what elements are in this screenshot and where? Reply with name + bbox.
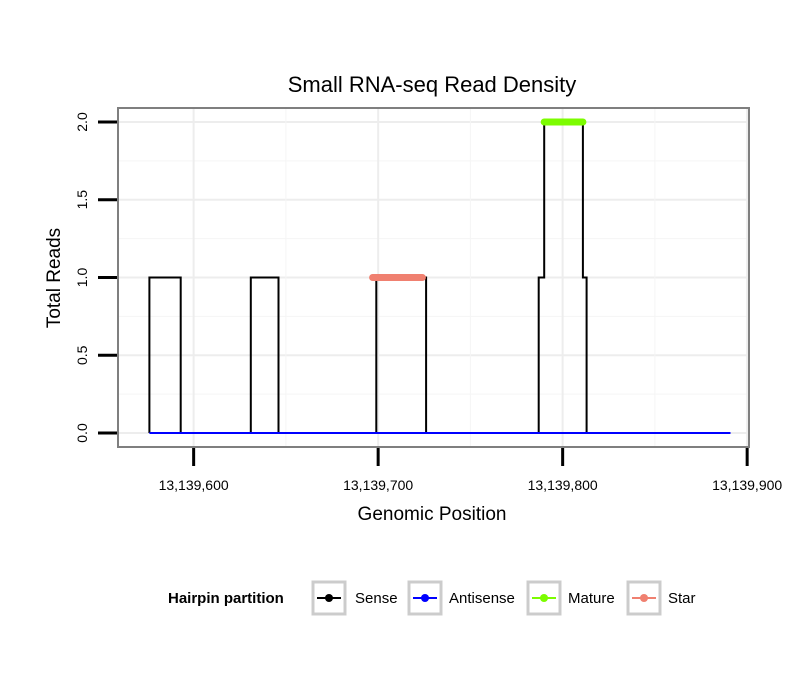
series-layer xyxy=(148,118,731,434)
y-tick-label: 0.0 xyxy=(74,423,90,443)
y-tick-label: 0.5 xyxy=(74,345,90,365)
legend-key-point xyxy=(540,594,548,602)
x-tick-label: 13,139,600 xyxy=(159,477,229,493)
legend-key-point xyxy=(421,594,429,602)
legend-label: Sense xyxy=(355,590,398,607)
legend-label: Mature xyxy=(568,590,615,607)
x-tick-label: 13,139,800 xyxy=(528,477,598,493)
y-tick-label: 1.5 xyxy=(74,190,90,210)
plot-panel-border xyxy=(117,107,750,448)
legend-key-point xyxy=(325,594,333,602)
legend: Hairpin partition Sense Antisense Mature St… xyxy=(168,580,696,616)
y-axis-title: Total Reads xyxy=(44,228,65,328)
x-tick-label: 13,139,900 xyxy=(712,477,782,493)
x-axis: 13,139,600 13,139,700 13,139,800 13,139,900 xyxy=(159,448,782,493)
legend-key-point xyxy=(640,594,648,602)
chart-title: Small RNA-seq Read Density xyxy=(288,72,577,97)
x-tick-label: 13,139,700 xyxy=(343,477,413,493)
legend-label: Antisense xyxy=(449,590,515,607)
x-axis-title: Genomic Position xyxy=(358,504,507,525)
grid-lines xyxy=(118,108,749,447)
legend-title: Hairpin partition xyxy=(168,590,284,607)
legend-label: Star xyxy=(668,590,696,607)
y-tick-label: 2.0 xyxy=(74,112,90,132)
y-axis: 0.0 0.5 1.0 1.5 2.0 xyxy=(74,112,117,443)
y-tick-label: 1.0 xyxy=(74,268,90,288)
